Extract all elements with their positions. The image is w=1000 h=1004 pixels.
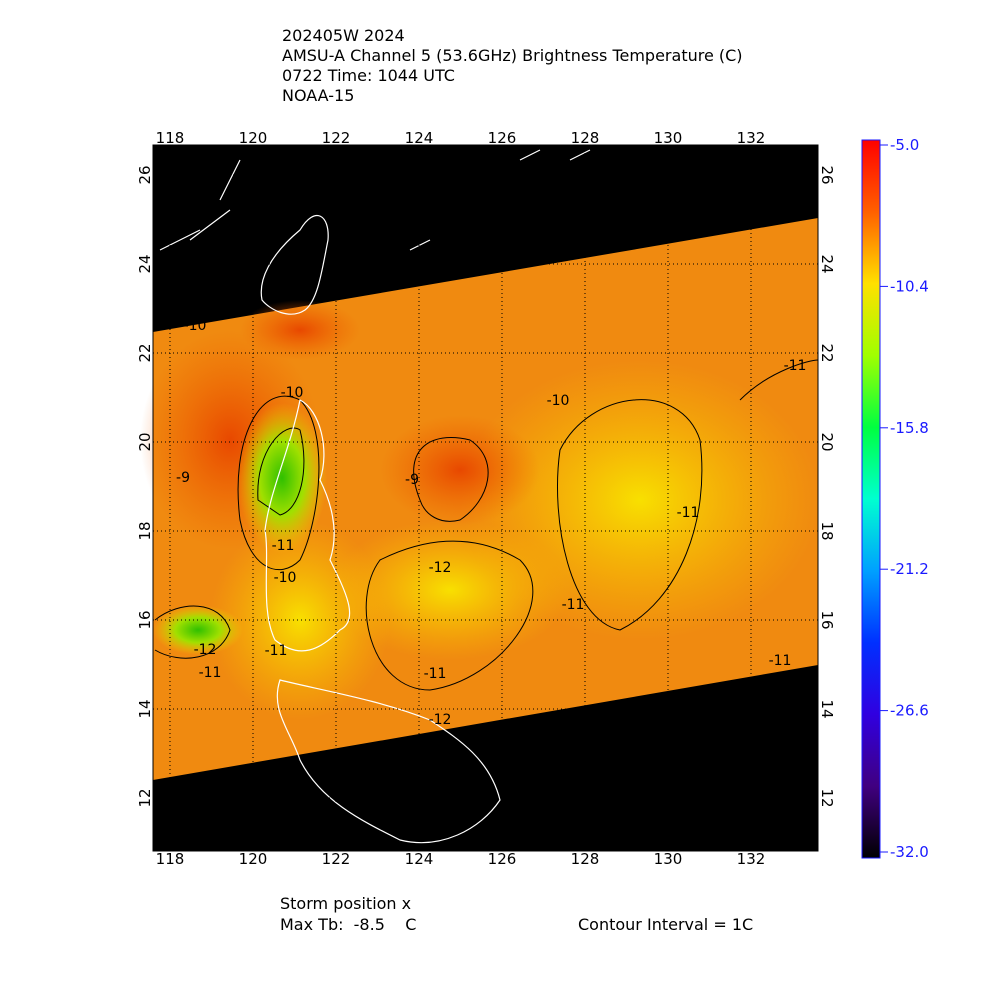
contour-label: -9 (176, 470, 190, 486)
contour-lines (154, 359, 819, 691)
colorbar-tick-label: -21.2 (890, 560, 929, 578)
lat-tick-label: 14 (136, 699, 154, 718)
contour-label: -11 (784, 358, 807, 374)
title-line: 202405W 2024 (282, 26, 405, 45)
lat-tick-label: 14 (818, 699, 836, 718)
lon-tick-label: 132 (737, 850, 766, 868)
colorbar-tick-label: -26.6 (890, 702, 929, 720)
contour-label: -10 (281, 385, 304, 401)
colorbar-tick-label: -5.0 (890, 136, 919, 154)
lon-tick-label: 120 (239, 129, 268, 147)
max-tb: Max Tb: -8.5 C (280, 915, 416, 934)
contour-label: -11 (272, 538, 295, 554)
map-frame (152, 144, 819, 852)
lon-tick-label: 132 (737, 129, 766, 147)
lat-tick-label: 18 (136, 521, 154, 540)
contour-label: -12 (429, 712, 452, 728)
contour-label: -10 (274, 570, 297, 586)
title-line: NOAA-15 (282, 86, 354, 105)
contour-label: -12 (429, 560, 452, 576)
lon-tick-label: 130 (654, 129, 683, 147)
lon-tick-label: 130 (654, 850, 683, 868)
lat-tick-label: 18 (818, 521, 836, 540)
lon-tick-label: 124 (405, 129, 434, 147)
lat-tick-label: 16 (136, 610, 154, 629)
storm-position: Storm position x (280, 894, 411, 913)
lon-tick-label: 126 (488, 129, 517, 147)
lat-tick-label: 22 (136, 343, 154, 362)
contour-label: -10 (547, 393, 570, 409)
contour-label: -9 (405, 472, 419, 488)
lon-tick-label: 122 (322, 850, 351, 868)
lon-tick-label: 118 (156, 850, 185, 868)
lon-tick-label: 128 (571, 129, 600, 147)
lon-tick-label: 120 (239, 850, 268, 868)
lat-tick-label: 20 (136, 432, 154, 451)
colorbar-tick-label: -10.4 (890, 277, 929, 295)
lat-tick-label: 26 (136, 165, 154, 184)
lat-tick-label: 12 (136, 788, 154, 807)
contour-label: -11 (424, 666, 447, 682)
colorbar (861, 139, 881, 859)
title-line: AMSU-A Channel 5 (53.6GHz) Brightness Te… (282, 46, 743, 65)
lat-tick-label: 12 (818, 788, 836, 807)
lat-tick-label: 16 (818, 610, 836, 629)
lon-tick-label: 124 (405, 850, 434, 868)
coastline (159, 149, 591, 844)
lon-tick-label: 128 (571, 850, 600, 868)
title-line: 0722 Time: 1044 UTC (282, 66, 455, 85)
grid (153, 145, 818, 851)
contour-label: -11 (769, 653, 792, 669)
colorbar-tick-label: -15.8 (890, 419, 929, 437)
lat-tick-label: 22 (818, 343, 836, 362)
contour-label: -12 (194, 642, 217, 658)
colorbar-tick-label: -32.0 (890, 843, 929, 861)
lon-tick-label: 122 (322, 129, 351, 147)
contour-label: -11 (677, 505, 700, 521)
lat-tick-label: 26 (818, 165, 836, 184)
contour-label: -11 (562, 597, 585, 613)
lat-tick-label: 20 (818, 432, 836, 451)
contour-label: -11 (265, 643, 288, 659)
lat-tick-label: 24 (136, 254, 154, 273)
contour-label: -11 (199, 665, 222, 681)
lon-tick-label: 118 (156, 129, 185, 147)
lat-tick-label: 24 (818, 254, 836, 273)
contour-interval: Contour Interval = 1C (578, 915, 753, 934)
lon-tick-label: 126 (488, 850, 517, 868)
swath (140, 218, 820, 780)
contour-label: -10 (184, 318, 207, 334)
